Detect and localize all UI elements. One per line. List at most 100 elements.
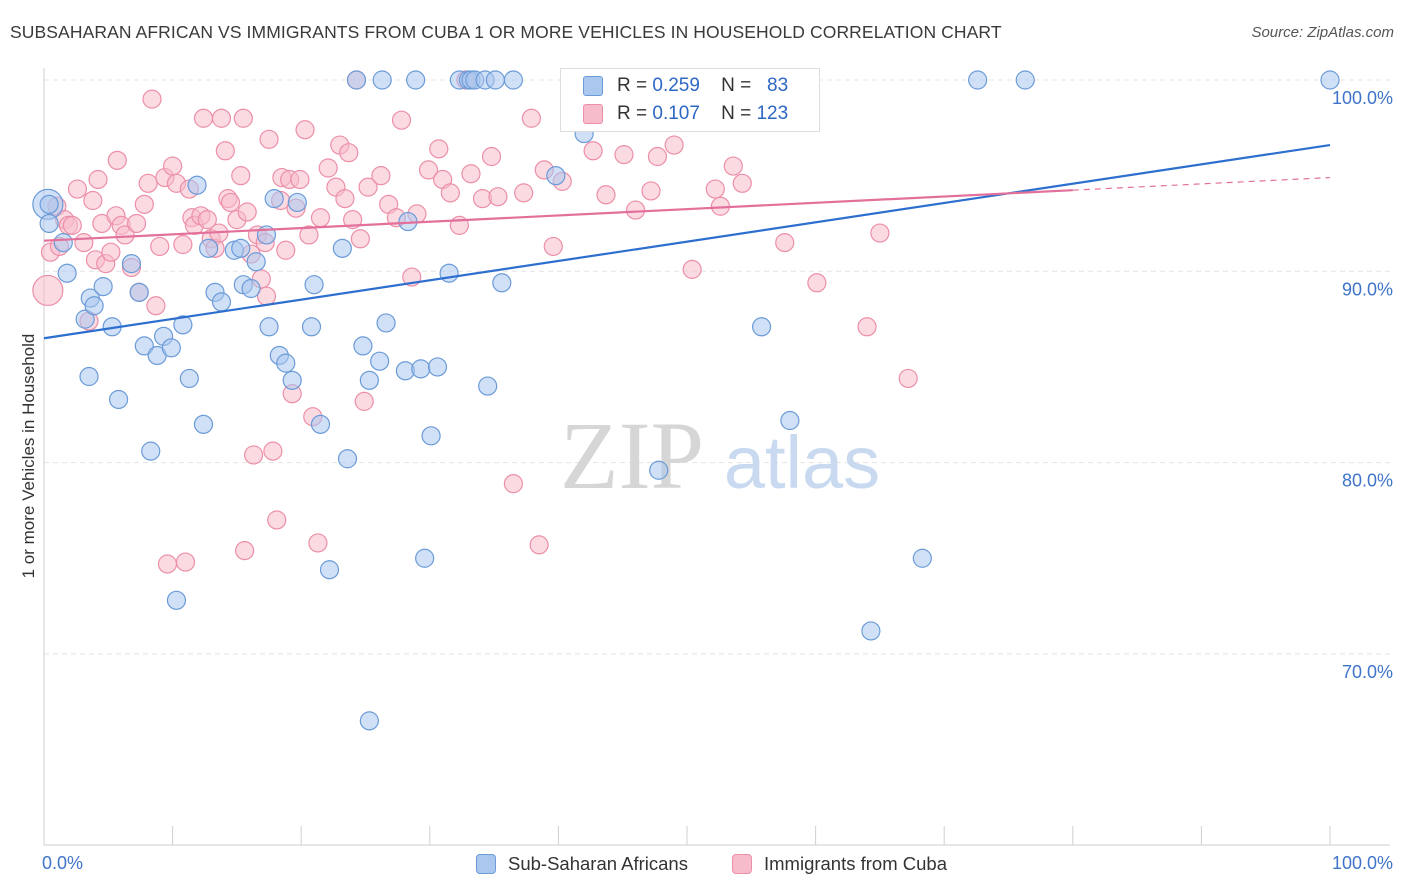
data-point xyxy=(870,223,890,243)
data-point xyxy=(350,229,370,249)
data-point xyxy=(337,449,358,469)
data-point xyxy=(614,145,634,165)
series-sub-saharan-africans xyxy=(32,70,1340,731)
data-point xyxy=(126,213,147,234)
data-point xyxy=(138,173,158,193)
data-point xyxy=(641,181,661,201)
data-point xyxy=(84,296,104,316)
data-point xyxy=(121,254,142,274)
data-point xyxy=(101,242,121,262)
data-point xyxy=(79,366,99,387)
correlation-legend: R = 0.259 N = 83 R = 0.107 N = 123 xyxy=(560,68,820,132)
data-point xyxy=(246,252,266,272)
data-point xyxy=(115,225,135,245)
data-point xyxy=(912,548,932,568)
data-point xyxy=(290,169,310,190)
data-point xyxy=(353,336,373,356)
bottom-legend-swatch-blue xyxy=(476,854,496,874)
data-point xyxy=(146,296,166,316)
data-point xyxy=(231,166,251,186)
data-point xyxy=(780,410,800,431)
data-point xyxy=(339,143,359,163)
data-point xyxy=(411,359,431,379)
data-point xyxy=(488,187,508,207)
data-point xyxy=(625,200,646,220)
y-tick-label: 70.0% xyxy=(1342,662,1393,682)
data-point xyxy=(231,238,251,258)
data-point xyxy=(857,317,877,337)
data-point xyxy=(83,190,103,211)
data-point xyxy=(647,146,668,167)
y-axis-label: 1 or more Vehicles in Household xyxy=(19,334,38,579)
data-point xyxy=(211,292,232,312)
data-point xyxy=(583,141,603,161)
watermark-zip: ZIP xyxy=(560,402,704,509)
data-point xyxy=(263,441,283,461)
data-point xyxy=(166,590,187,610)
chart-title: SUBSAHARAN AFRICAN VS IMMIGRANTS FROM CU… xyxy=(10,22,1002,42)
data-point xyxy=(1015,70,1035,90)
data-point xyxy=(57,263,77,283)
data-point xyxy=(478,376,498,396)
data-point xyxy=(259,129,279,149)
data-point xyxy=(237,202,257,222)
data-point xyxy=(141,441,161,461)
data-point xyxy=(295,120,315,140)
data-point xyxy=(32,274,64,307)
data-point xyxy=(62,215,82,235)
source-label: Source: ZipAtlas.com xyxy=(1251,24,1394,41)
data-point xyxy=(682,259,702,279)
trend-lines xyxy=(43,143,1331,340)
x-tick-label: 0.0% xyxy=(42,853,83,873)
data-point xyxy=(898,368,918,389)
legend-row-sub-saharan: R = 0.259 N = 83 xyxy=(583,74,788,98)
data-point xyxy=(968,70,988,90)
data-point xyxy=(318,158,338,178)
data-point xyxy=(299,225,319,245)
data-point xyxy=(93,277,113,297)
data-point xyxy=(267,510,287,530)
legend-row-cuba: R = 0.107 N = 123 xyxy=(583,102,788,126)
data-point xyxy=(157,554,178,574)
data-point xyxy=(310,414,331,434)
watermark-atlas: atlas xyxy=(724,421,880,504)
data-point xyxy=(53,233,73,253)
data-point xyxy=(211,108,232,128)
data-point xyxy=(199,238,219,258)
data-point xyxy=(427,357,448,377)
legend-n-label: N = xyxy=(721,103,752,124)
data-point xyxy=(406,70,426,90)
data-point xyxy=(332,238,352,258)
data-point xyxy=(503,70,523,90)
data-point xyxy=(173,315,193,335)
data-point xyxy=(546,166,566,186)
data-point xyxy=(1320,70,1340,90)
bottom-legend-label-cuba: Immigrants from Cuba xyxy=(764,853,947,874)
data-point xyxy=(543,236,563,257)
data-point xyxy=(421,426,441,446)
data-point xyxy=(129,282,149,302)
bottom-legend-sub-saharan: Sub-Saharan Africans xyxy=(476,852,688,876)
data-point xyxy=(481,146,502,167)
data-point xyxy=(161,338,181,358)
trend-line xyxy=(43,143,1331,340)
data-point xyxy=(241,278,261,299)
legend-swatch-blue xyxy=(583,76,603,96)
data-point xyxy=(415,548,435,568)
data-point xyxy=(259,317,279,337)
data-point xyxy=(485,70,505,90)
data-point xyxy=(751,317,772,337)
data-point xyxy=(343,210,363,230)
data-point xyxy=(233,108,253,128)
legend-r-label: R = xyxy=(617,75,648,96)
legend-r-value: 0.259 xyxy=(652,75,700,96)
data-point xyxy=(529,535,549,555)
data-point xyxy=(429,139,449,159)
data-point xyxy=(74,233,94,253)
y-tick-label: 90.0% xyxy=(1342,279,1393,299)
data-point xyxy=(503,474,523,494)
data-point xyxy=(142,89,162,109)
data-point xyxy=(282,370,302,390)
data-point xyxy=(370,351,390,371)
